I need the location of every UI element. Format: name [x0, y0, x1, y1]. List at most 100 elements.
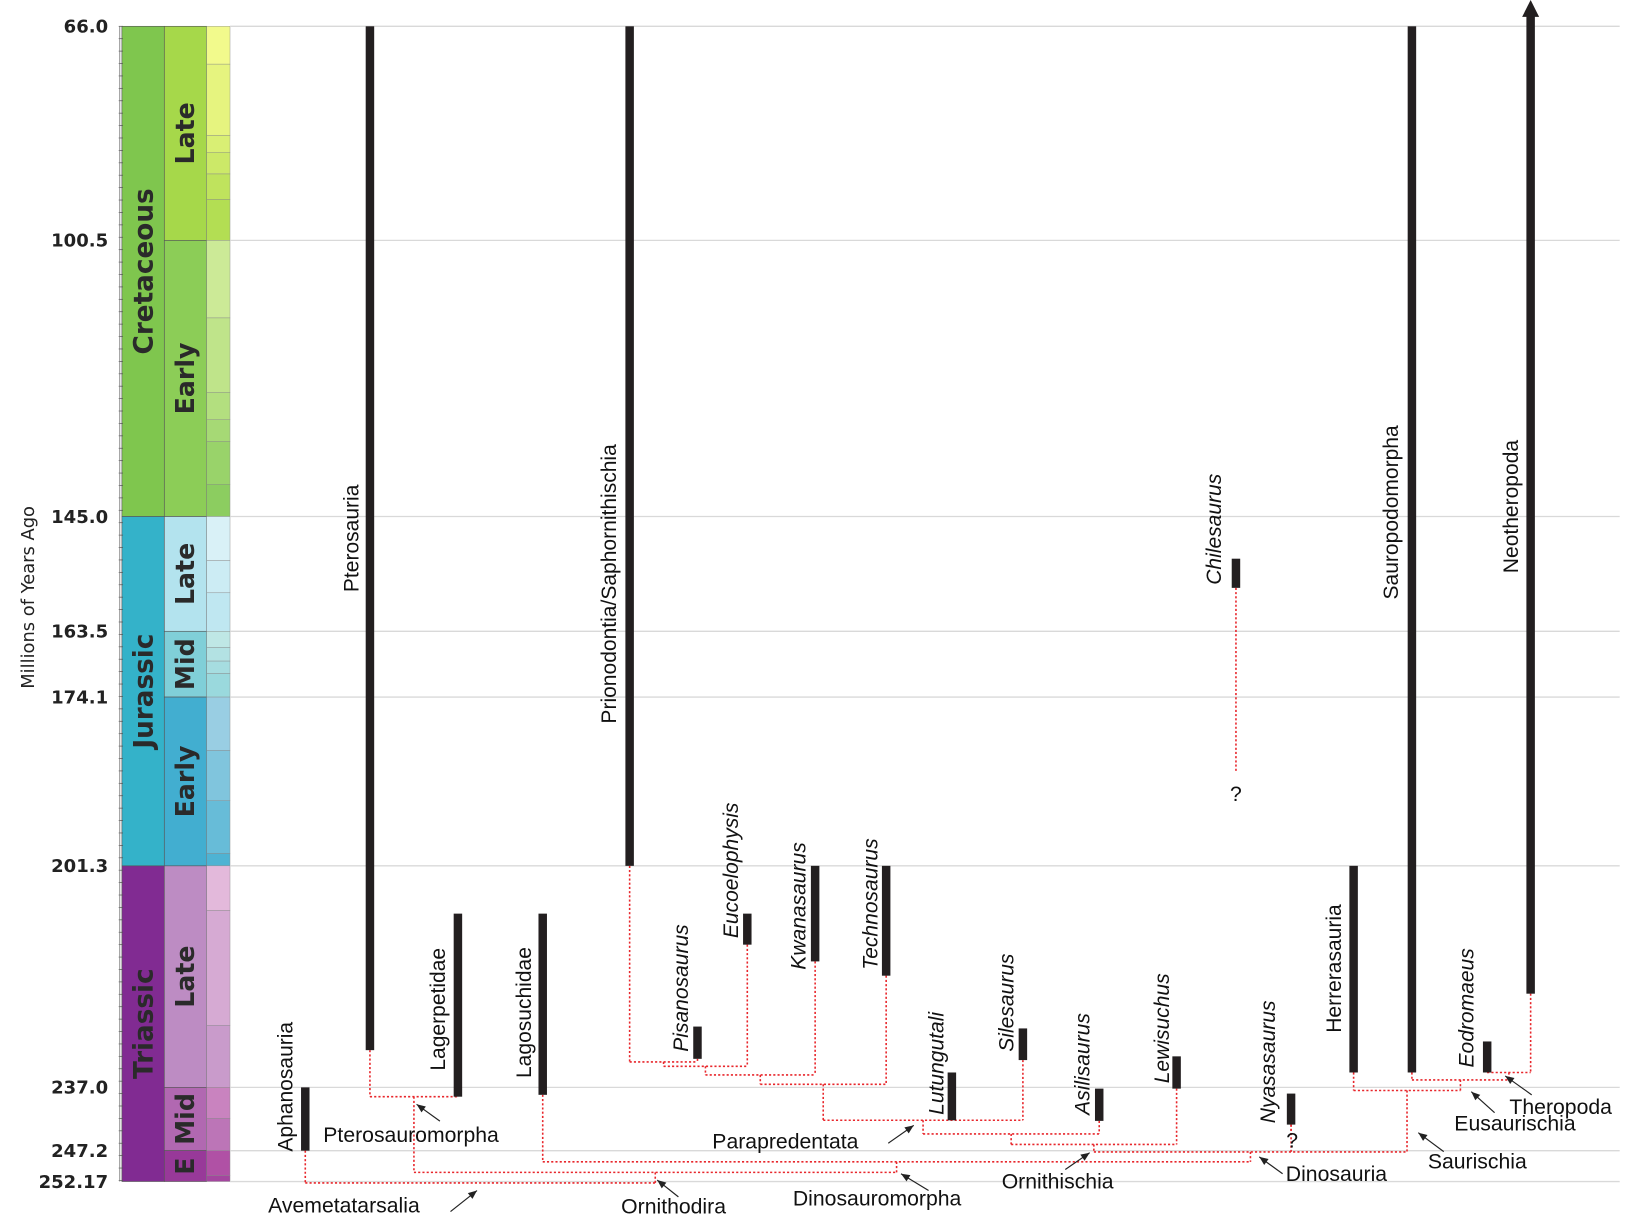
clade-label-ornithodira: Ornithodira [621, 1196, 726, 1219]
epoch-label: Late [170, 543, 200, 605]
epoch-band [163, 696, 208, 867]
stage-band [206, 910, 231, 1026]
y-tick-label: 237.0 [51, 1078, 108, 1099]
arrow-up-icon [1522, 0, 1540, 17]
epoch-band [163, 516, 208, 632]
clade-label-theropoda: Theropoda [1509, 1096, 1612, 1119]
y-tick-label: 252.17 [39, 1172, 109, 1193]
clade-label-dinosauromorpha: Dinosauromorpha [793, 1187, 962, 1210]
epoch-label: Late [170, 102, 200, 164]
stage-band [206, 516, 231, 561]
y-tick-label: 145.0 [51, 507, 108, 528]
stage-band [206, 419, 231, 442]
clade-label-ornithischia: Ornithischia [1002, 1171, 1114, 1194]
range-bar-lutungutali [947, 1072, 957, 1121]
question-mark: ? [1230, 783, 1242, 806]
range-bar-silesaurus [1018, 1028, 1028, 1061]
taxon-label-aphanosauria: Aphanosauria [274, 1022, 297, 1152]
stage-band [206, 1025, 231, 1088]
clade-label-pterosauromorpha: Pterosauromorpha [323, 1124, 499, 1147]
taxon-label-pisanosaurus: Pisanosaurus [670, 924, 693, 1052]
arrowhead-icon [416, 1104, 426, 1113]
stage-band [206, 673, 231, 698]
stage-band [206, 750, 231, 801]
taxon-label-silesaurus: Silesaurus [995, 953, 1018, 1052]
period-band [121, 25, 165, 517]
taxon-label-lewisuchus: Lewisuchus [1151, 973, 1174, 1083]
arrowhead-icon [1505, 1075, 1515, 1084]
range-bar-eucoelophysis [743, 913, 752, 945]
y-tick-label: 174.1 [51, 687, 108, 708]
y-tick-label: 201.3 [51, 856, 108, 877]
taxon-label-lutungutali: Lutungutali [925, 1011, 948, 1115]
stage-band [206, 1150, 231, 1176]
arrowhead-icon [1418, 1132, 1428, 1141]
range-bar-nyasasaurus [1286, 1093, 1296, 1125]
taxon-label-asilisaurus: Asilisaurus [1072, 1013, 1095, 1117]
clade-label-eusaurischia: Eusaurischia [1454, 1113, 1576, 1136]
epoch-label: Early [170, 342, 200, 414]
stage-band [206, 240, 231, 319]
arrowhead-icon [1259, 1156, 1269, 1166]
clade-labels: Parapredentata Ornithischia TheropodaEusau… [268, 1075, 1612, 1219]
range-bar-aphanosauria [301, 1087, 310, 1151]
stage-band [206, 647, 231, 662]
taxon-label-kwanasaurus: Kwanasaurus [788, 842, 811, 970]
stage-band [206, 853, 231, 867]
y-tick-label: 163.5 [51, 622, 108, 643]
stage-band [206, 26, 231, 65]
epoch-label: Late [170, 945, 200, 1007]
period-label: Triassic [130, 968, 160, 1079]
taxon-label-sauropodomorpha: Sauropodomorpha [1380, 425, 1403, 599]
range-bar-herrerasauria [1349, 865, 1358, 1073]
y-tick-label: 100.5 [51, 231, 108, 252]
epoch-label: E [170, 1157, 200, 1174]
geologic-timescale: Cretaceous Jurassic Triassic Late Early Late M… [118, 25, 231, 1182]
stage-band [206, 173, 231, 200]
taxon-label-lagerpetidae: Lagerpetidae [427, 948, 450, 1071]
range-bar-asilisaurus [1094, 1088, 1104, 1121]
stage-band [206, 392, 231, 420]
period-band [121, 516, 165, 867]
stage-band [206, 484, 231, 517]
taxon-label-technosaurus: Technosaurus [860, 838, 883, 970]
taxon-label-chilesaurus: Chilesaurus [1203, 473, 1226, 584]
period-label: Jurassic [130, 634, 160, 751]
stage-band [206, 631, 231, 648]
stage-band [206, 660, 231, 674]
epoch-label: Early [170, 745, 200, 817]
epoch-band [163, 1087, 208, 1151]
taxon-label-lagosuchidae: Lagosuchidae [513, 947, 536, 1078]
stage-band [206, 800, 231, 854]
range-bar-prionodontia [625, 26, 634, 866]
range-bar-lewisuchus [1172, 1056, 1181, 1089]
epoch-band [163, 240, 208, 517]
range-bar-technosaurus [881, 865, 891, 976]
stage-band [206, 1087, 231, 1119]
stage-band [206, 1175, 231, 1182]
y-tick-label: 66.0 [64, 17, 108, 38]
stage-band [206, 1118, 231, 1151]
stage-band [206, 317, 231, 393]
arrowhead-icon [904, 1125, 914, 1134]
question-mark: ? [1286, 1130, 1298, 1153]
clade-label-parapredentata: Parapredentata [712, 1131, 858, 1154]
taxon-label-herrerasauria: Herrerasauria [1323, 904, 1346, 1033]
range-bar-sauropodomorpha [1407, 26, 1417, 1073]
stage-band [206, 865, 231, 911]
taxon-label-neotheropoda: Neotheropoda [1500, 440, 1523, 574]
taxon-range-bars [301, 0, 1540, 1151]
stage-band [206, 592, 231, 632]
arrowhead-icon [467, 1190, 477, 1199]
tree-branches [304, 587, 1532, 1184]
range-bar-lagosuchidae [538, 913, 547, 1095]
stage-band [206, 441, 231, 485]
stage-band [206, 199, 231, 241]
taxon-label-prionodontia: Prionodontia/Saphornithischia [598, 444, 621, 724]
taxon-labels: Aphanosauria Pterosauria Lagerpetidae Lagos… [274, 425, 1522, 1153]
taxon-label-eodromaeus: Eodromaeus [1455, 948, 1478, 1068]
clade-label-avemetatarsalia: Avemetatarsalia [268, 1195, 420, 1218]
period-band [121, 865, 165, 1182]
